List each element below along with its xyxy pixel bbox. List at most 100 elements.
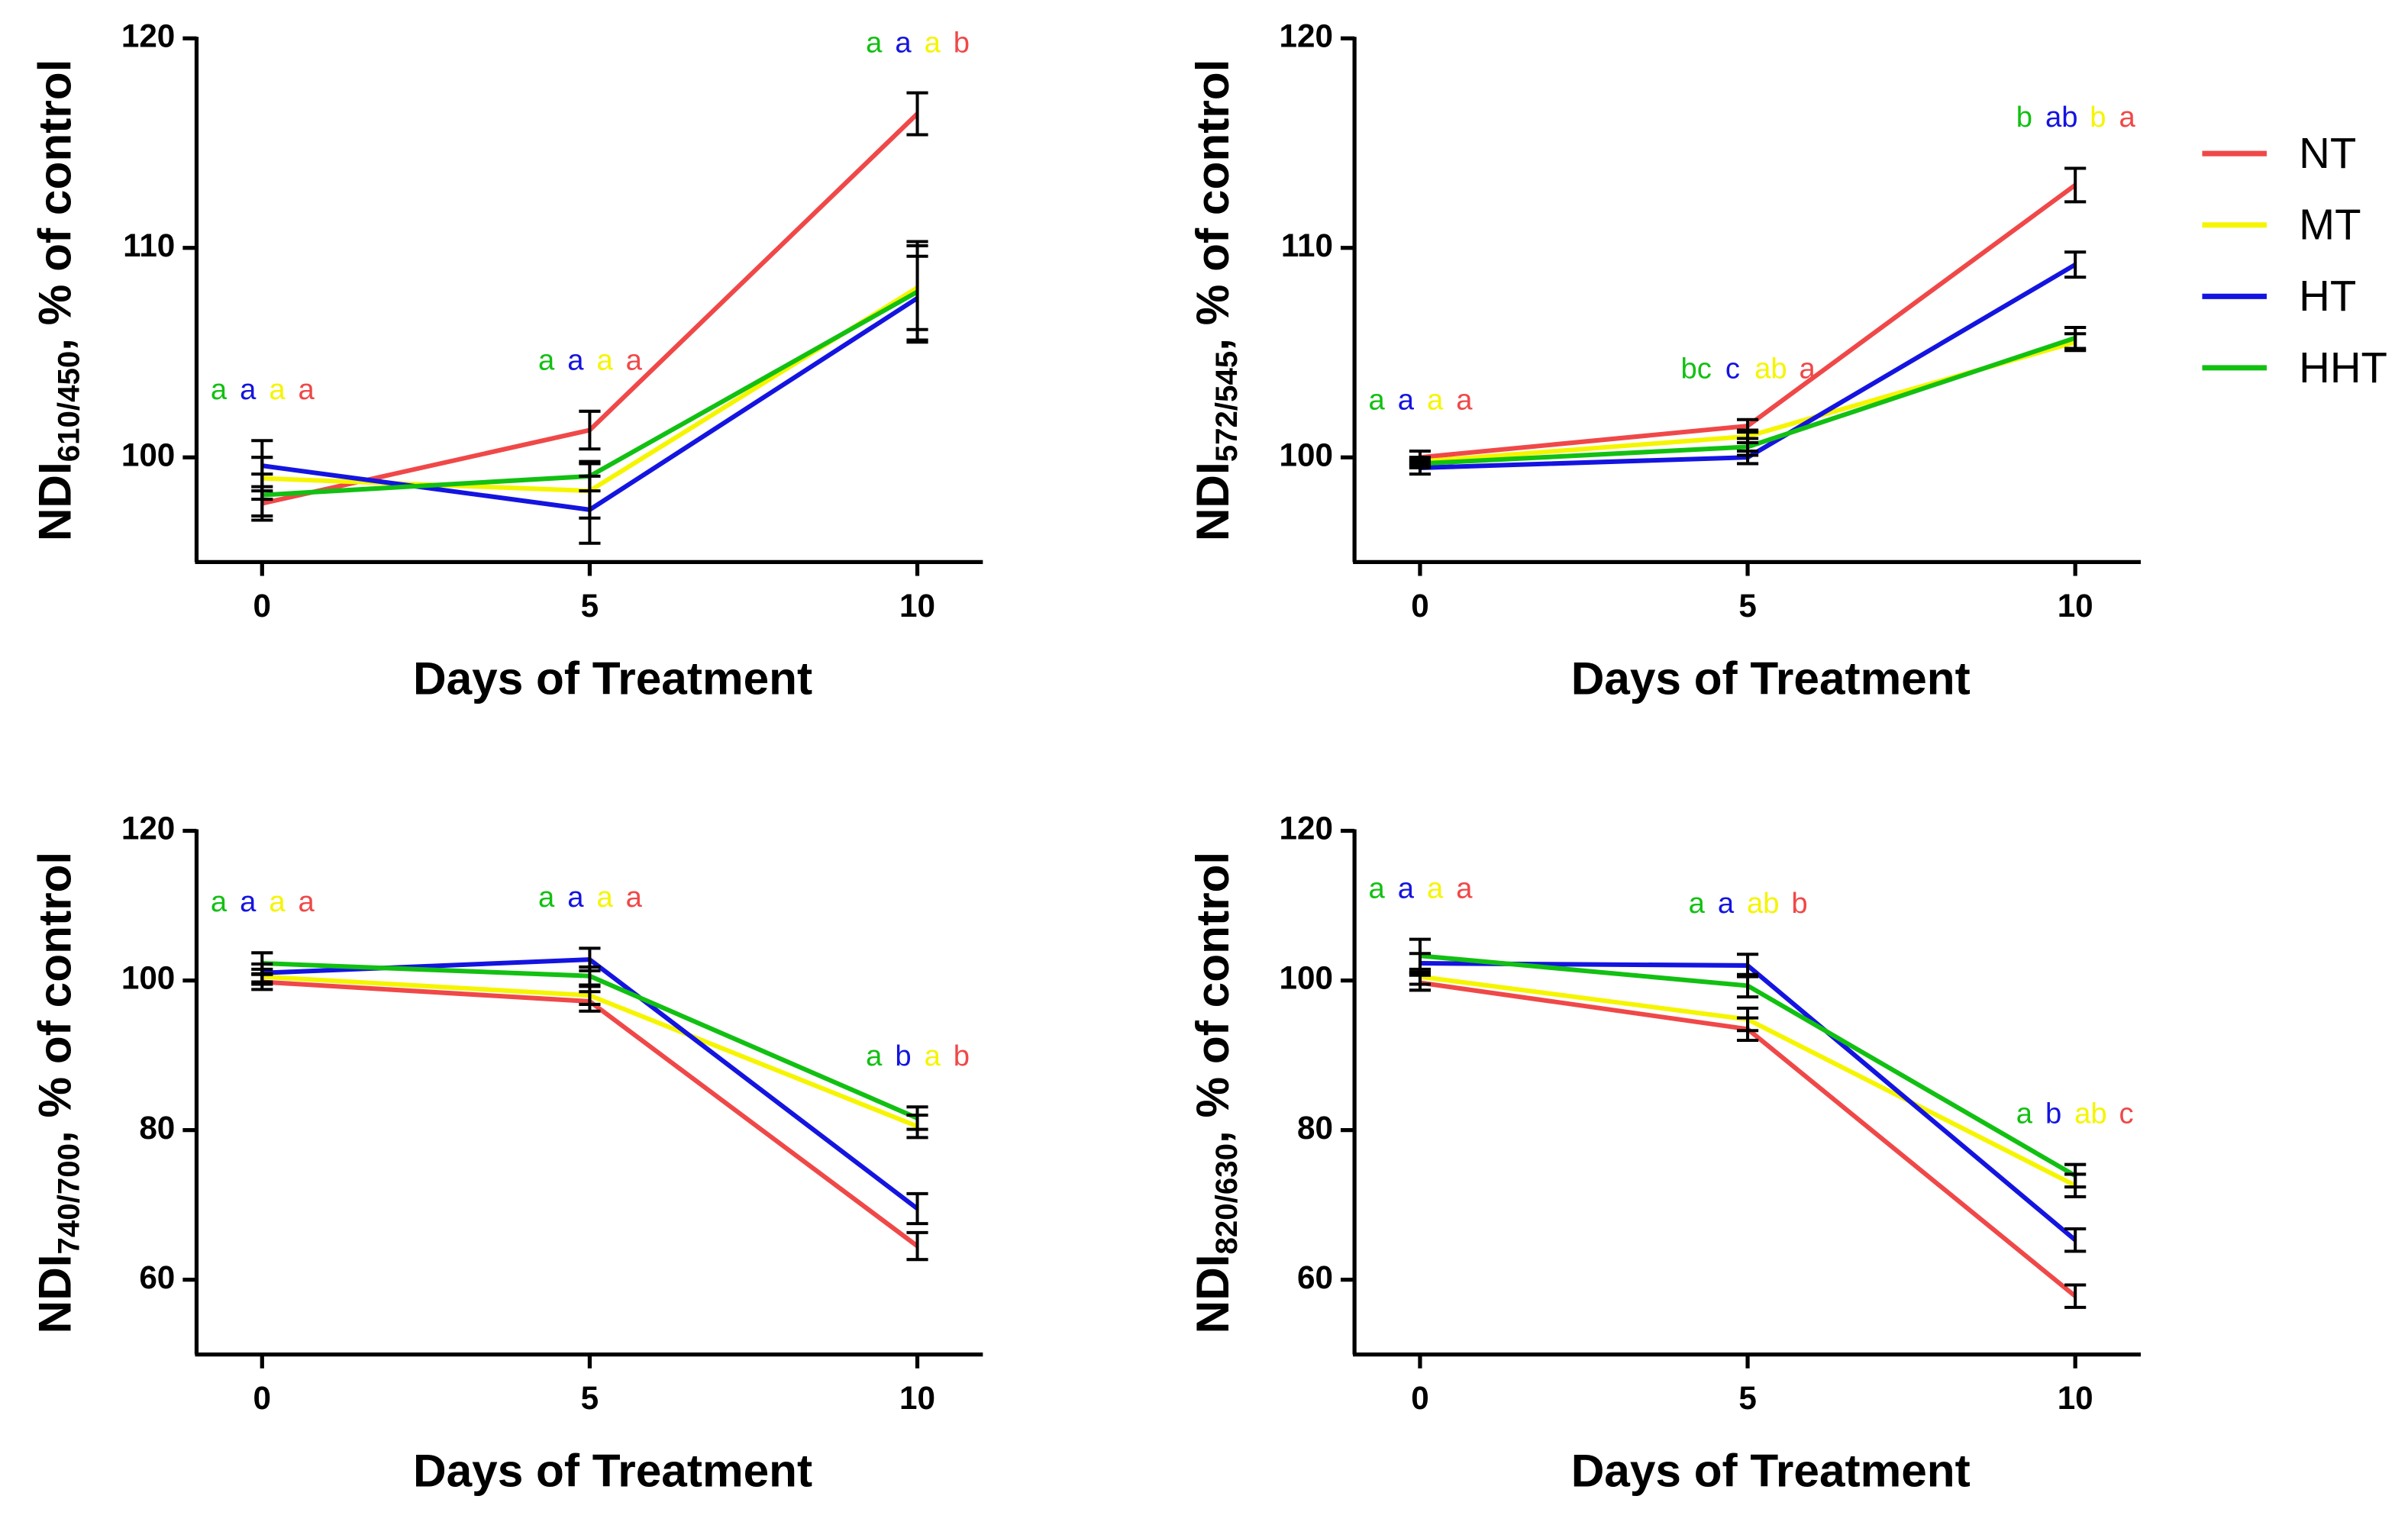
series-line — [1419, 961, 2077, 1243]
significance-letter: a — [1799, 353, 1816, 385]
y-title-main: NDI — [28, 462, 80, 541]
significance-letter: a — [925, 26, 941, 59]
error-bar — [2064, 250, 2087, 279]
significance-letter: a — [1398, 872, 1415, 904]
y-title-main: NDI — [1186, 1254, 1238, 1333]
y-title-rest: , % of control — [28, 60, 80, 351]
y-tick-label: 100 — [121, 437, 175, 472]
significance-letter: a — [1369, 872, 1386, 904]
significance-letter: a — [596, 344, 613, 377]
panel: 60 80 100 120 0 5 10 Days of Treatment NDI740/70… — [28, 811, 983, 1497]
significance-letter: a — [299, 885, 315, 918]
x-tick-label: 10 — [899, 1380, 935, 1416]
y-tick-label: 100 — [1280, 960, 1333, 996]
significance-letter: ab — [2074, 1097, 2107, 1130]
y-tick-label: 110 — [123, 227, 175, 263]
legend-label: HHT — [2299, 343, 2387, 392]
significance-letter: a — [240, 373, 257, 406]
y-title-rest: , % of control — [1186, 60, 1238, 351]
significance-letter: bc — [1681, 353, 1712, 385]
error-bar — [579, 409, 601, 451]
x-tick-label: 5 — [581, 588, 599, 624]
x-tick-label: 10 — [2058, 1380, 2093, 1416]
error-bar — [1736, 437, 1759, 457]
significance-letter: a — [895, 26, 912, 59]
significance-letter: a — [1456, 872, 1473, 904]
significance-letter: a — [866, 26, 883, 59]
series-line — [262, 979, 919, 1248]
error-bar — [1409, 937, 1432, 974]
significance-letter: a — [211, 373, 228, 406]
significance-letter: a — [538, 344, 555, 377]
significance-letter: a — [2016, 1097, 2033, 1130]
y-axis-title: NDI820/630, % of control — [1186, 852, 1244, 1334]
y-title-main: NDI — [1186, 462, 1238, 541]
legend-label: HT — [2299, 272, 2356, 320]
x-axis-title: Days of Treatment — [413, 652, 812, 704]
panel: 60 80 100 120 0 5 10 Days of Treatment NDI820/63… — [1186, 811, 2142, 1497]
error-bar — [1736, 1006, 1759, 1033]
significance-letter: a — [211, 885, 228, 918]
y-tick-label: 120 — [1280, 18, 1333, 53]
y-tick-label: 120 — [1280, 811, 1333, 846]
error-bar — [1409, 457, 1432, 469]
x-tick-label: 10 — [899, 588, 935, 624]
significance-letter: a — [1456, 384, 1473, 417]
x-tick-label: 0 — [1411, 588, 1428, 624]
significance-letter: a — [596, 881, 613, 914]
significance-letter: b — [2045, 1097, 2061, 1130]
x-tick-label: 0 — [253, 588, 271, 624]
y-tick-label: 60 — [1297, 1259, 1333, 1295]
y-tick-label: 120 — [121, 811, 175, 846]
error-bar — [906, 1230, 928, 1262]
significance-letter: a — [925, 1040, 941, 1072]
y-tick-label: 80 — [139, 1110, 175, 1146]
error-bar — [906, 1105, 928, 1131]
x-axis-title: Days of Treatment — [413, 1445, 812, 1497]
y-tick-label: 100 — [1280, 437, 1333, 472]
error-bar — [2064, 326, 2087, 350]
error-bar — [251, 951, 273, 975]
significance-letter: ab — [2045, 101, 2078, 134]
error-bar — [906, 91, 928, 137]
y-tick-label: 60 — [139, 1259, 175, 1295]
significance-letter: a — [866, 1040, 883, 1072]
significance-letter: b — [954, 26, 970, 59]
y-axis-title: NDI610/450, % of control — [28, 60, 86, 542]
significance-letter: b — [895, 1040, 911, 1072]
x-tick-label: 0 — [1411, 1380, 1428, 1416]
error-bar — [579, 459, 601, 493]
panel: 100 110 120 0 5 10 Days of Treatment NDI572/545… — [1186, 18, 2387, 704]
error-bar — [251, 472, 273, 518]
significance-letter: b — [1791, 887, 1807, 920]
significance-letter: a — [567, 344, 584, 377]
significance-letter: a — [1369, 384, 1386, 417]
x-tick-label: 5 — [581, 1380, 599, 1416]
y-title-rest: , % of control — [1186, 852, 1238, 1143]
y-title-rest: , % of control — [28, 852, 80, 1143]
significance-letter: b — [2016, 101, 2032, 134]
y-tick-label: 80 — [1297, 1110, 1333, 1146]
significance-letter: a — [1427, 384, 1444, 417]
x-tick-label: 10 — [2058, 588, 2093, 624]
error-bar — [2064, 166, 2087, 204]
significance-letter: a — [1398, 384, 1415, 417]
error-bar — [906, 240, 928, 344]
significance-letter: b — [954, 1040, 970, 1072]
legend-label: MT — [2299, 201, 2361, 249]
significance-letter: a — [299, 373, 315, 406]
x-tick-label: 0 — [253, 1380, 271, 1416]
significance-letter: a — [567, 881, 584, 914]
y-tick-label: 120 — [121, 18, 175, 53]
significance-letter: a — [269, 373, 286, 406]
y-title-sub: 740/700 — [51, 1143, 86, 1254]
significance-letter: c — [2119, 1097, 2134, 1130]
significance-letter: a — [1689, 887, 1706, 920]
y-tick-label: 110 — [1281, 227, 1333, 263]
significance-letter: a — [269, 885, 286, 918]
x-tick-label: 5 — [1738, 1380, 1756, 1416]
significance-letter: a — [240, 885, 257, 918]
error-bar — [579, 965, 601, 987]
